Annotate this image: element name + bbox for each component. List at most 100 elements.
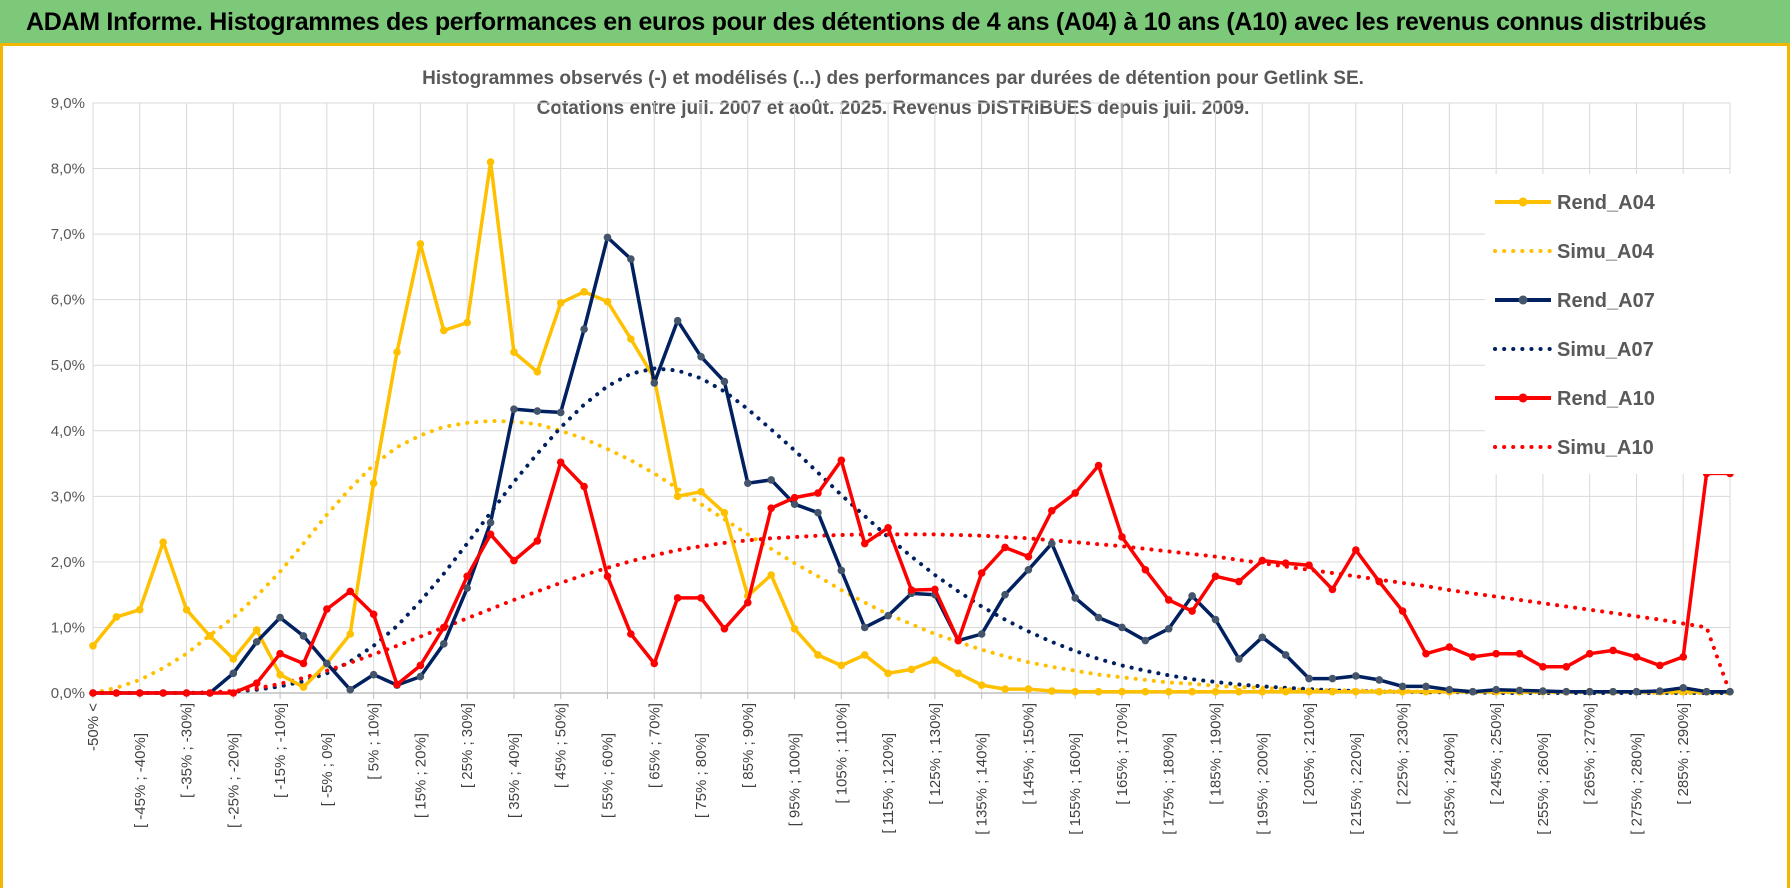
y-tick-label: 6,0% [51,292,85,309]
x-tick-label: [ 75% ; 80%] [693,733,710,818]
data-point [463,572,471,581]
data-point [697,594,705,602]
data-point [744,479,752,488]
data-point [931,585,939,594]
data-point [977,630,986,638]
data-point [439,623,448,632]
data-point [1328,687,1337,696]
data-point [1305,561,1313,569]
data-point [1562,687,1571,696]
x-tick-label: [ 105% ; 110%] [833,703,850,804]
data-point [89,689,97,697]
data-point [1445,643,1454,651]
x-tick-label: [ 215% ; 220%] [1348,733,1365,835]
x-tick-label: [ -35% ; -30%] [179,703,196,798]
y-tick-label: 8,0% [51,161,85,178]
x-tick-label: [ 15% ; 20%] [412,733,429,818]
data-point [510,348,518,356]
data-point [510,405,518,413]
y-tick-label: 2,0% [51,554,85,571]
data-point [1305,687,1313,696]
data-point [907,586,916,594]
data-point [533,537,542,545]
data-point [580,288,588,296]
data-point [276,613,284,622]
data-point [393,348,401,356]
data-point [346,685,355,694]
data-point [1211,687,1220,696]
data-point [603,297,612,306]
y-axis: 0,0% 1,0% 2,0% 3,0% 4,0% 5,0% 6,0% 7,0% 8,0% 9,0% [51,95,85,702]
legend-marker [1518,393,1528,403]
data-point [1632,653,1641,661]
data-point [1024,565,1033,574]
data-point [1305,674,1313,683]
x-tick-label: [ 265% ; 270%] [1582,703,1599,805]
data-point [1024,685,1033,693]
data-point [860,623,869,632]
data-point [1235,655,1243,663]
data-point [580,325,588,333]
data-point [1211,572,1220,581]
y-tick-label: 3,0% [51,488,85,505]
data-point [1328,585,1337,594]
data-point [252,679,261,687]
data-point [1679,653,1688,661]
data-point [767,504,775,512]
chart-title: Histogrammes observés (-) et modélisés (… [422,68,1364,89]
data-point [697,352,705,361]
data-point [1656,661,1664,670]
data-point [299,632,308,640]
data-point [1492,685,1500,694]
data-point [323,659,331,668]
data-point [1375,687,1384,696]
data-point [1164,596,1173,604]
data-point [416,672,425,681]
data-point [182,605,191,614]
data-point [556,408,565,417]
data-point [814,651,822,659]
data-point [1071,489,1079,497]
x-tick-label: [ 185% ; 190%] [1208,703,1225,805]
data-point [1094,687,1103,696]
chart-grid [92,102,1731,694]
x-tick-label: [ 275% ; 280%] [1628,733,1645,835]
data-point [1702,687,1711,696]
data-point [627,255,635,263]
data-point [206,689,214,697]
legend-item-simu-a10: Simu_A10 [1493,437,1654,459]
chart-legend: Rend_A04 Simu_A04 Rend_A07 Simu_A07 Rend_A10… [1485,174,1735,474]
data-point [1468,687,1477,696]
y-tick-label: 5,0% [51,357,85,374]
data-point [1398,682,1407,691]
data-point [486,158,495,166]
legend-item-rend-a07: Rend_A07 [1495,290,1655,312]
data-point [650,659,659,668]
data-point [837,456,846,465]
data-point [1164,624,1173,633]
series-line-simu-a10 [91,532,1732,695]
data-point [1258,687,1267,696]
y-tick-label: 1,0% [51,619,85,636]
x-tick-label: [ 145% ; 150%] [1020,703,1037,805]
data-point [416,661,425,670]
data-point [439,326,448,335]
data-point [627,335,635,343]
series-line-rend-a07 [93,235,1730,695]
x-tick-label: [ 255% ; 260%] [1535,733,1552,835]
data-point [229,655,238,663]
legend-marker [1518,197,1528,207]
legend-label: Rend_A07 [1557,290,1655,312]
x-tick-label: [ 95% ; 100%] [787,733,804,826]
data-point [673,316,682,325]
data-point [1048,687,1056,695]
legend-item-rend-a04: Rend_A04 [1495,192,1656,214]
data-point [533,407,542,415]
data-point [1352,672,1360,680]
data-point [767,476,775,484]
data-point [1141,565,1150,574]
series-simu-a04 [91,418,1732,695]
data-point [1118,623,1126,632]
data-point [790,500,799,509]
legend-box [1485,174,1735,474]
